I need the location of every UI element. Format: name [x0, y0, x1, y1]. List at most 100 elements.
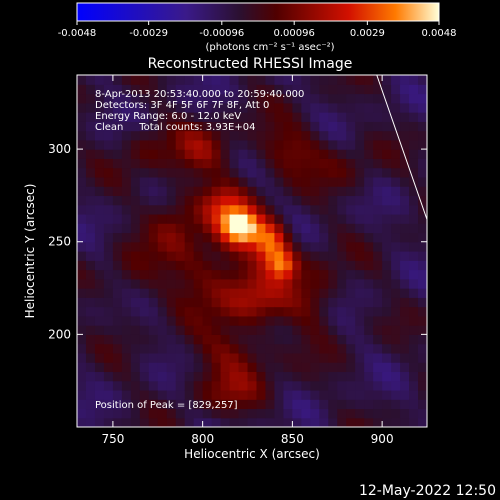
heatmap-cell	[256, 408, 267, 419]
heatmap-cell	[77, 84, 87, 95]
heatmap-cell	[166, 325, 177, 335]
heatmap-cell	[274, 139, 285, 150]
heatmap-cell	[301, 241, 311, 252]
heatmap-cell	[77, 362, 87, 373]
heatmap-cell	[211, 121, 222, 132]
heatmap-cell	[94, 186, 105, 197]
heatmap-cell	[77, 297, 87, 308]
heatmap-cell	[274, 288, 285, 298]
heatmap-cell	[256, 167, 267, 178]
heatmap-cell	[211, 399, 222, 410]
heatmap-cell	[319, 121, 329, 132]
heatmap-cell	[202, 204, 213, 215]
heatmap-cell	[418, 130, 427, 141]
heatmap-cell	[301, 167, 311, 178]
heatmap-cell	[77, 158, 87, 169]
heatmap-cell	[274, 232, 285, 243]
heatmap-cell	[274, 260, 285, 271]
heatmap-cell	[301, 325, 311, 335]
heatmap-cell	[85, 241, 96, 252]
heatmap-cell	[337, 297, 347, 308]
heatmap-cell	[265, 84, 276, 95]
heatmap-cell	[328, 352, 338, 363]
heatmap-cell	[409, 260, 419, 271]
heatmap-cell	[103, 343, 114, 354]
heatmap-cell	[418, 251, 427, 261]
heatmap-cell	[184, 278, 195, 289]
heatmap-cell	[121, 362, 132, 373]
heatmap-cell	[319, 112, 329, 122]
heatmap-cell	[166, 112, 177, 122]
heatmap-cell	[247, 297, 258, 308]
heatmap-cell	[103, 195, 114, 206]
heatmap-cell	[175, 139, 186, 150]
heatmap-cell	[202, 176, 213, 187]
heatmap-cell	[355, 204, 365, 215]
heatmap-cell	[94, 315, 105, 326]
heatmap-cell	[139, 241, 150, 252]
heatmap-cell	[148, 186, 159, 197]
heatmap-cell	[364, 223, 374, 234]
heatmap-cell	[94, 269, 105, 280]
heatmap-cell	[355, 380, 365, 391]
heatmap-cell	[112, 362, 123, 373]
heatmap-cell	[373, 278, 383, 289]
heatmap-cell	[382, 75, 392, 85]
heatmap-cell	[274, 399, 285, 410]
heatmap-cell	[103, 102, 114, 113]
heatmap-cell	[292, 121, 302, 132]
heatmap-cell	[328, 251, 338, 261]
heatmap-cell	[220, 315, 231, 326]
heatmap-cell	[193, 204, 204, 215]
heatmap-cell	[184, 167, 195, 178]
heatmap-cell	[247, 241, 258, 252]
heatmap-cell	[238, 186, 249, 197]
heatmap-cell	[364, 325, 374, 335]
heatmap-cell	[157, 102, 168, 113]
heatmap-cell	[301, 408, 311, 419]
heatmap-cell	[346, 389, 356, 400]
heatmap-cell	[238, 130, 249, 141]
heatmap-cell	[310, 380, 320, 391]
heatmap-cell	[274, 213, 285, 224]
heatmap-cell	[94, 195, 105, 206]
heatmap-cell	[184, 213, 195, 224]
heatmap-cell	[400, 325, 410, 335]
heatmap-cell	[364, 306, 374, 317]
heatmap-cell	[418, 371, 427, 382]
heatmap-cell	[310, 121, 320, 132]
heatmap-cell	[337, 139, 347, 150]
x-tick-label: 850	[281, 432, 304, 446]
heatmap-cell	[166, 149, 177, 159]
heatmap-cell	[85, 325, 96, 335]
heatmap-cell	[247, 195, 258, 206]
heatmap-cell	[121, 75, 132, 85]
plot-frame	[76, 74, 428, 428]
heatmap-cell	[121, 251, 132, 261]
heatmap-cell	[94, 241, 105, 252]
heatmap-cell	[157, 408, 168, 419]
heatmap-cell	[364, 334, 374, 345]
heatmap-cell	[310, 371, 320, 382]
heatmap-cell	[373, 362, 383, 373]
heatmap-cell	[274, 380, 285, 391]
heatmap-cell	[292, 241, 302, 252]
heatmap-cell	[175, 130, 186, 141]
heatmap-cell	[319, 223, 329, 234]
heatmap-cell	[77, 278, 87, 289]
heatmap-cell	[184, 223, 195, 234]
heatmap-cell	[292, 102, 302, 113]
heatmap-cell	[346, 213, 356, 224]
heatmap-cell	[355, 223, 365, 234]
heatmap-cell	[292, 362, 302, 373]
heatmap-cell	[301, 121, 311, 132]
solar-limb-line	[376, 75, 427, 220]
heatmap-cell	[373, 176, 383, 187]
heatmap-cell	[292, 93, 302, 104]
heatmap-cell	[391, 93, 401, 104]
heatmap-cell	[418, 84, 427, 95]
heatmap-cell	[103, 269, 114, 280]
heatmap-cell	[418, 325, 427, 335]
heatmap-cell	[418, 167, 427, 178]
heatmap-cell	[382, 102, 392, 113]
